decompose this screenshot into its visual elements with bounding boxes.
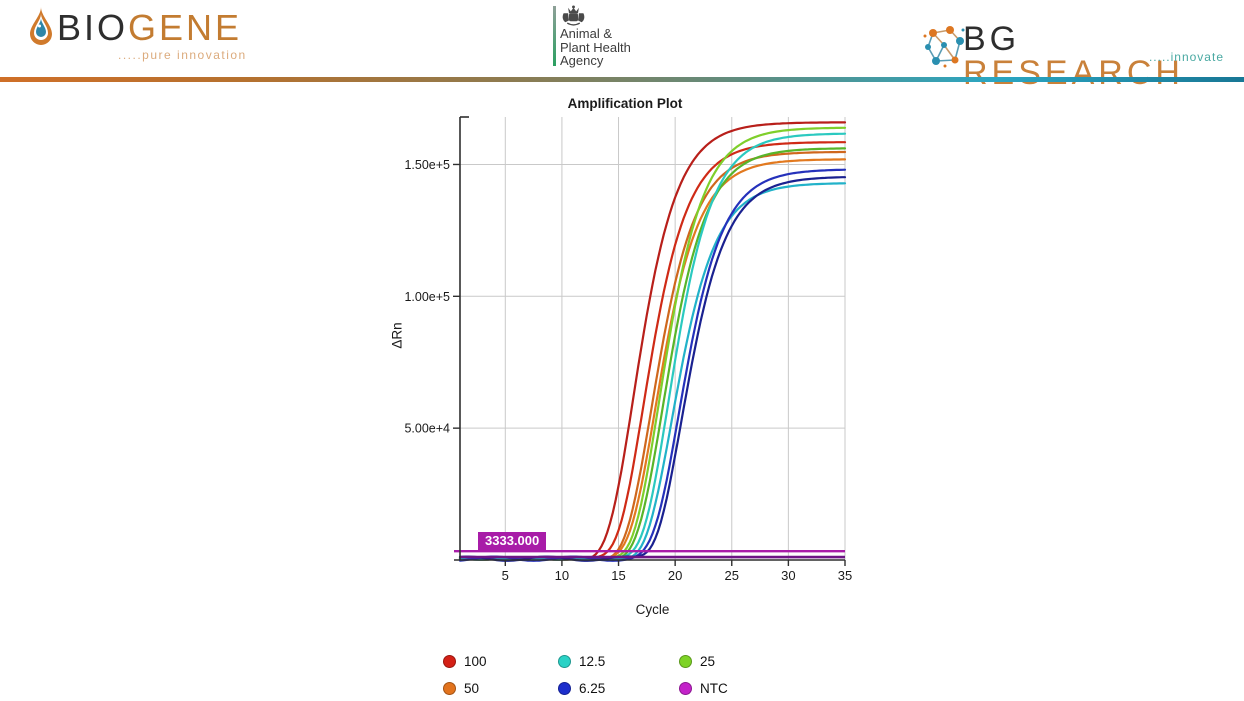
biogene-logo-gene: GENE [128,7,243,48]
x-tick-label: 30 [781,568,795,583]
legend-label: 25 [700,654,716,669]
x-tick-label: 15 [611,568,625,583]
x-tick-label: 20 [668,568,682,583]
bg-research-tagline: .....innovate [1148,50,1224,64]
legend-item-25: 25 [679,654,789,669]
curve-6.25-rep1 [458,168,847,562]
legend-dot [679,655,692,668]
y-tick-label: 1.50e+5 [404,158,450,172]
legend-label: 12.5 [579,654,606,669]
legend-label: 100 [464,654,487,669]
plot-axes [453,116,846,566]
legend-dot [558,655,571,668]
bg-logo-bg: BG [963,20,1021,58]
curve-6.25-rep2 [458,176,847,562]
apha-logo-text: Animal & Plant Health Agency [560,27,631,68]
legend-label: 6.25 [579,681,606,696]
threshold-value-badge: 3333.000 [478,532,547,551]
biogene-logo-bio: BIO [57,7,129,48]
royal-crest-icon [560,4,587,31]
apha-line3: Agency [560,53,604,68]
legend-item-12.5: 12.5 [558,654,679,669]
amplification-plot: 5.00e+4 1.00e+5 1.50e+5 5 10 15 20 25 30 35 [404,116,852,583]
y-tick-label: 5.00e+4 [404,422,450,436]
x-axis-label: Cycle [635,602,670,617]
curve-50-rep2 [458,158,847,561]
bg-logo-research: RESEARCH [963,54,1184,92]
amplification-curves [454,121,847,562]
x-tick-label: 25 [725,568,739,583]
apha-line2: Plant Health [560,39,631,55]
x-tick-label: 35 [838,568,852,583]
header-divider-gradient [0,77,1244,82]
legend-label: NTC [700,681,728,696]
curve-12.5-rep2 [458,182,847,561]
chart-title: Amplification Plot [567,96,683,111]
chart-legend: 100 50 12.5 6.25 25 NTC [443,648,789,701]
bg-network-icon [922,22,966,73]
x-tick-label: 5 [502,568,509,583]
legend-item-50: 50 [443,681,558,696]
legend-dot [679,682,692,695]
x-tick-label: 10 [555,568,569,583]
legend-dot [443,655,456,668]
biogene-logo: BIOGENE [57,10,242,46]
plot-tick-labels: 5.00e+4 1.00e+5 1.50e+5 5 10 15 20 25 30 35 [404,158,852,583]
legend-item-100: 100 [443,654,558,669]
legend-dot [443,682,456,695]
legend-label: 50 [464,681,480,696]
y-tick-label: 1.00e+5 [404,290,450,304]
biogene-tagline: .....pure innovation [118,48,247,62]
legend-item-ntc: NTC [679,681,789,696]
legend-dot [558,682,571,695]
bg-research-logo: BG RESEARCH [963,22,1244,90]
legend-item-6.25: 6.25 [558,681,679,696]
apha-divider-bar [553,6,556,66]
biogene-droplet-icon [28,6,54,51]
apha-line1: Animal & [560,26,613,41]
